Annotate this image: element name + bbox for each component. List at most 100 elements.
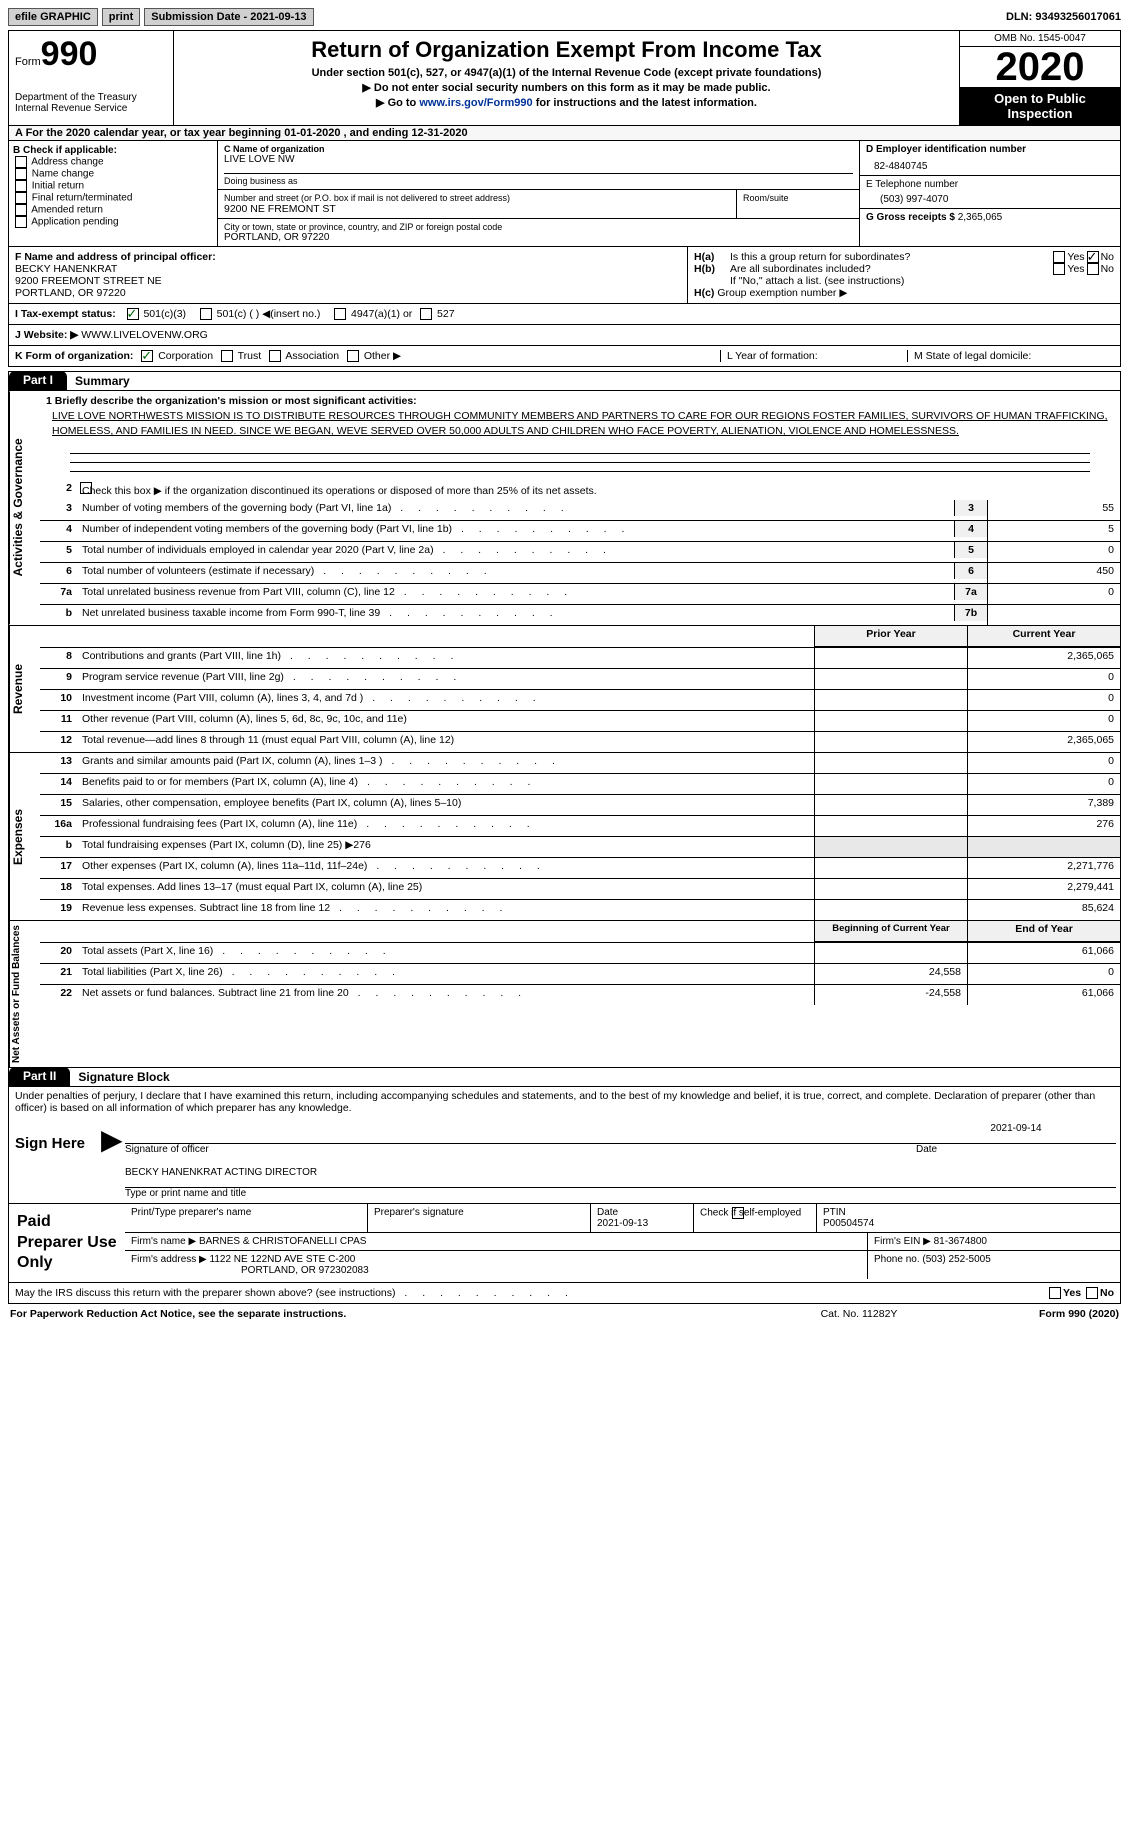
check-501c3[interactable]	[127, 308, 139, 320]
check-name-change[interactable]: Name change	[13, 168, 213, 180]
part1-tab: Part I	[9, 371, 67, 390]
dept-irs: Internal Revenue Service	[15, 103, 167, 114]
line14-text: Benefits paid to or for members (Part IX…	[78, 774, 814, 791]
line16a-text: Professional fundraising fees (Part IX, …	[78, 816, 814, 833]
room-label: Room/suite	[743, 193, 853, 203]
firm-ein-label: Firm's EIN ▶	[874, 1236, 931, 1247]
footer-row: For Paperwork Reduction Act Notice, see …	[8, 1304, 1121, 1324]
label-527: 527	[437, 308, 455, 320]
prep-se-label: Check if self-employed	[700, 1207, 801, 1218]
header-left: Form990 Department of the Treasury Inter…	[9, 31, 173, 125]
firm-addr-label: Firm's address ▶	[131, 1254, 207, 1265]
dln: DLN: 93493256017061	[1006, 11, 1121, 23]
part2-title: Signature Block	[70, 1068, 177, 1086]
line-11: 11Other revenue (Part VIII, column (A), …	[40, 711, 1120, 732]
line5-text: Total number of individuals employed in …	[78, 542, 954, 559]
check-527[interactable]	[420, 308, 432, 320]
check-initial-return[interactable]: Initial return	[13, 180, 213, 192]
b21: 24,558	[814, 964, 967, 984]
org-name-cell: C Name of organization LIVE LOVE NW Doin…	[218, 141, 859, 190]
val-7a: 0	[987, 584, 1120, 604]
check-amended[interactable]: Amended return	[13, 204, 213, 216]
line-4: 4Number of independent voting members of…	[40, 521, 1120, 542]
sig-labels-1: Signature of officer Date	[125, 1144, 1116, 1155]
ein-cell: D Employer identification number 82-4840…	[860, 141, 1120, 176]
dba-label: Doing business as	[224, 173, 853, 186]
check-501c[interactable]	[200, 308, 212, 320]
check-final-return[interactable]: Final return/terminated	[13, 192, 213, 204]
status-website: I Tax-exempt status: 501(c)(3) 501(c) ( …	[8, 304, 1121, 346]
box-j: J Website: ▶ WWW.LIVELOVENW.ORG	[9, 325, 1120, 345]
line-10: 10Investment income (Part VIII, column (…	[40, 690, 1120, 711]
officer-street: 9200 FREEMONT STREET NE	[15, 275, 681, 287]
box-c: C Name of organization LIVE LOVE NW Doin…	[218, 141, 859, 246]
box-h: H(a)Is this a group return for subordina…	[687, 247, 1120, 303]
part2-header: Part II Signature Block	[8, 1068, 1121, 1087]
check-address-change[interactable]: Address change	[13, 156, 213, 168]
check-4947[interactable]	[334, 308, 346, 320]
sign-here-label: Sign Here	[9, 1117, 101, 1203]
no-label-2: No	[1101, 263, 1114, 275]
form-header: Form990 Department of the Treasury Inter…	[8, 30, 1121, 126]
c17: 2,271,776	[967, 858, 1120, 878]
h-b-text: Are all subordinates included?	[730, 263, 1051, 275]
ha-yes[interactable]	[1053, 251, 1065, 263]
firm-phone-label: Phone no.	[874, 1254, 920, 1265]
line-17: 17Other expenses (Part IX, column (A), l…	[40, 858, 1120, 879]
phone-label: E Telephone number	[866, 179, 1114, 190]
label-app-pending: Application pending	[31, 217, 118, 228]
rev-header: Prior Year Current Year	[40, 626, 1120, 648]
label-final-return: Final return/terminated	[32, 193, 133, 204]
discuss-text: May the IRS discuss this return with the…	[15, 1287, 1047, 1299]
line-16b: bTotal fundraising expenses (Part IX, co…	[40, 837, 1120, 858]
line-14: 14Benefits paid to or for members (Part …	[40, 774, 1120, 795]
h-c: H(c) Group exemption number ▶	[694, 287, 1114, 299]
gross-label: G Gross receipts $	[866, 212, 958, 223]
check-assoc[interactable]	[269, 350, 281, 362]
line19-text: Revenue less expenses. Subtract line 18 …	[78, 900, 814, 917]
hb-yes[interactable]	[1053, 263, 1065, 275]
label-501c3: 501(c)(3)	[143, 308, 186, 320]
h-b2-text: If "No," attach a list. (see instruction…	[694, 275, 1114, 287]
check-app-pending[interactable]: Application pending	[13, 216, 213, 228]
c15: 7,389	[967, 795, 1120, 815]
mission-text: LIVE LOVE NORTHWESTS MISSION IS TO DISTR…	[46, 407, 1114, 440]
hdr-curr: Current Year	[967, 626, 1120, 647]
preparer-label: Paid Preparer Use Only	[9, 1204, 125, 1282]
hdr-bocy: Beginning of Current Year	[814, 921, 967, 942]
header-right: OMB No. 1545-0047 2020 Open to Public In…	[960, 31, 1120, 125]
prep-row-1: Print/Type preparer's name Preparer's si…	[125, 1204, 1120, 1233]
irs-link[interactable]: www.irs.gov/Form990	[419, 97, 532, 109]
revenue-side-label: Revenue	[9, 626, 40, 752]
governance-side-label: Activities & Governance	[9, 391, 40, 624]
discuss-yes[interactable]	[1049, 1287, 1061, 1299]
check-corp[interactable]	[141, 350, 153, 362]
check-other[interactable]	[347, 350, 359, 362]
check-self-employed[interactable]	[732, 1207, 744, 1219]
city-value: PORTLAND, OR 97220	[224, 232, 853, 243]
officer-name-title: BECKY HANENKRAT ACTING DIRECTOR	[125, 1167, 317, 1185]
header-mid: Return of Organization Exempt From Incom…	[173, 31, 960, 125]
line2-checkbox[interactable]	[80, 482, 92, 494]
ha-no[interactable]	[1087, 251, 1099, 263]
sig-line-2: BECKY HANENKRAT ACTING DIRECTOR	[125, 1165, 1116, 1188]
box-b-header: B Check if applicable:	[13, 145, 213, 156]
netassets-grid: Net Assets or Fund Balances Beginning of…	[8, 921, 1121, 1068]
discuss-no[interactable]	[1086, 1287, 1098, 1299]
label-initial-return: Initial return	[32, 181, 84, 192]
hb-no[interactable]	[1087, 263, 1099, 275]
ptin-label: PTIN	[823, 1207, 846, 1218]
tax-period: A For the 2020 calendar year, or tax yea…	[8, 126, 1121, 141]
city-label: City or town, state or province, country…	[224, 222, 853, 232]
street-row: Number and street (or P.O. box if mail i…	[218, 190, 859, 219]
c11: 0	[967, 711, 1120, 731]
line-16a: 16aProfessional fundraising fees (Part I…	[40, 816, 1120, 837]
officer-name: BECKY HANENKRAT	[15, 263, 681, 275]
box-k: K Form of organization: Corporation Trus…	[15, 350, 720, 362]
print-button[interactable]: print	[102, 8, 140, 26]
line13-text: Grants and similar amounts paid (Part IX…	[78, 753, 814, 770]
check-trust[interactable]	[221, 350, 233, 362]
revenue-grid: Revenue Prior Year Current Year 8Contrib…	[8, 626, 1121, 753]
discuss-row: May the IRS discuss this return with the…	[8, 1283, 1121, 1304]
line-18: 18Total expenses. Add lines 13–17 (must …	[40, 879, 1120, 900]
